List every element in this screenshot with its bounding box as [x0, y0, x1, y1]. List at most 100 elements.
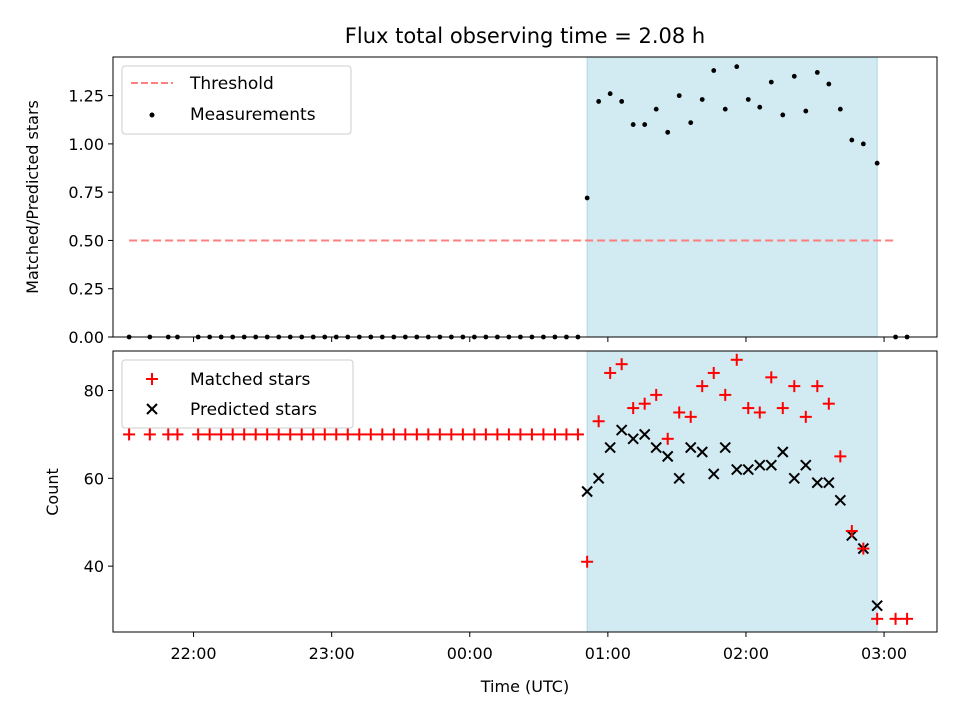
- matched-stars-point: [901, 612, 914, 625]
- matched-stars-point: [560, 428, 573, 441]
- predicted-stars-point: [754, 459, 766, 471]
- top-y-axis: 0.00 0.25 0.50 0.75 1.00 1.25: [68, 87, 113, 347]
- measurement-point: [814, 70, 820, 75]
- matched-stars-point: [857, 542, 870, 555]
- matched-stars-point: [203, 428, 216, 441]
- matched-stars-point: [776, 402, 789, 415]
- y-tick-label: 0.00: [68, 328, 104, 347]
- legend-predicted-label: Predicted stars: [190, 400, 317, 420]
- matched-stars-point: [707, 366, 720, 379]
- matched-stars-point: [845, 525, 858, 538]
- measurement-point: [734, 64, 740, 70]
- y-tick-label: 60: [84, 469, 104, 488]
- matched-stars-point: [638, 397, 651, 410]
- predicted-stars-point: [834, 494, 847, 506]
- measurement-point: [584, 195, 590, 201]
- predicted-stars-point: [650, 441, 662, 454]
- x-axis-label: Time (UTC): [480, 677, 569, 696]
- matched-stars-point: [581, 555, 594, 568]
- top-plot-frame: [112, 56, 938, 338]
- x-tick-label: 03:00: [861, 644, 907, 663]
- bottom-x-axis: 22:00 23:00 00:00 01:00 02:00 03:00: [171, 632, 907, 663]
- predicted-stars-point: [604, 441, 616, 454]
- matched-stars-point: [238, 428, 251, 441]
- measurement-point: [665, 129, 671, 135]
- matched-stars-point: [364, 428, 377, 441]
- matched-stars-point: [318, 428, 331, 441]
- matched-stars-point: [192, 428, 205, 441]
- measurement-point: [757, 104, 763, 110]
- matched-stars-point: [410, 428, 423, 441]
- matched-stars-point: [822, 397, 835, 410]
- matched-stars-point: [514, 428, 527, 441]
- matched-stars-point: [330, 428, 343, 441]
- y-tick-label: 40: [84, 557, 104, 576]
- bottom-legend-box: [121, 359, 354, 429]
- matched-stars-point: [226, 428, 239, 441]
- top-shaded-span: [586, 56, 878, 338]
- legend-matched-swatch: [146, 373, 158, 385]
- legend-threshold-label: Threshold: [189, 74, 274, 94]
- matched-stars-point: [753, 406, 766, 419]
- matched-stars-point: [353, 428, 366, 441]
- matched-stars-point: [502, 428, 515, 441]
- top-legend-box: [121, 65, 352, 135]
- measurement-point: [630, 122, 636, 127]
- legend-predicted-swatch: [146, 403, 158, 415]
- predicted-stars-point: [871, 599, 883, 612]
- matched-stars-point: [765, 371, 778, 384]
- matched-stars-point: [788, 380, 801, 393]
- predicted-stars-point: [661, 450, 674, 463]
- matched-stars-point: [468, 428, 481, 441]
- predicted-stars-point: [627, 433, 639, 445]
- matched-stars-point: [445, 428, 458, 441]
- matched-stars-point: [871, 612, 884, 625]
- measurement-point: [826, 81, 832, 87]
- predicted-stars-point: [685, 441, 697, 454]
- top-x-ticks: [193, 337, 885, 342]
- y-tick-label: 1.00: [68, 135, 104, 154]
- matched-stars-point: [673, 406, 686, 419]
- matched-stars-point: [525, 428, 538, 441]
- measurement-point: [619, 99, 625, 104]
- predicted-stars-point: [788, 472, 801, 485]
- measurement-point: [676, 93, 682, 99]
- matched-stars-point: [661, 432, 674, 445]
- y-tick-label: 0.50: [68, 231, 104, 250]
- predicted-stars-point: [823, 477, 835, 489]
- counts-series: [123, 353, 914, 625]
- matched-stars-point: [422, 428, 435, 441]
- y-tick-label: 80: [84, 382, 104, 401]
- measurement-point: [745, 97, 751, 102]
- predicted-stars-point: [731, 463, 743, 476]
- matched-stars-point: [604, 366, 617, 379]
- measurement-point: [642, 122, 648, 127]
- matched-stars-point: [284, 428, 297, 441]
- matched-stars-point: [387, 428, 400, 441]
- measurement-point: [791, 73, 797, 79]
- bottom-plot-frame: [112, 350, 938, 633]
- measurement-point: [711, 68, 717, 73]
- matched-stars-point: [684, 410, 697, 423]
- matched-stars-point: [799, 410, 812, 423]
- measurement-point: [780, 112, 786, 118]
- measurement-point: [803, 108, 809, 114]
- matched-stars-point: [433, 428, 446, 441]
- matched-stars-point: [272, 428, 285, 441]
- predicted-stars-point: [811, 477, 824, 489]
- matched-stars-point: [719, 388, 732, 401]
- x-tick-label: 00:00: [447, 644, 493, 663]
- matched-stars-point: [376, 428, 389, 441]
- measurement-point: [837, 106, 843, 112]
- matched-stars-point: [491, 428, 504, 441]
- x-tick-label: 02:00: [723, 644, 769, 663]
- matched-stars-point: [571, 428, 584, 441]
- matched-stars-point: [249, 428, 262, 441]
- measurement-point: [722, 106, 728, 112]
- matched-stars-point: [295, 428, 308, 441]
- observing-window: [586, 350, 878, 633]
- matched-stars-point: [834, 450, 847, 463]
- matched-stars-point: [341, 428, 354, 441]
- matched-stars-point: [261, 428, 274, 441]
- measurement-point: [653, 106, 659, 112]
